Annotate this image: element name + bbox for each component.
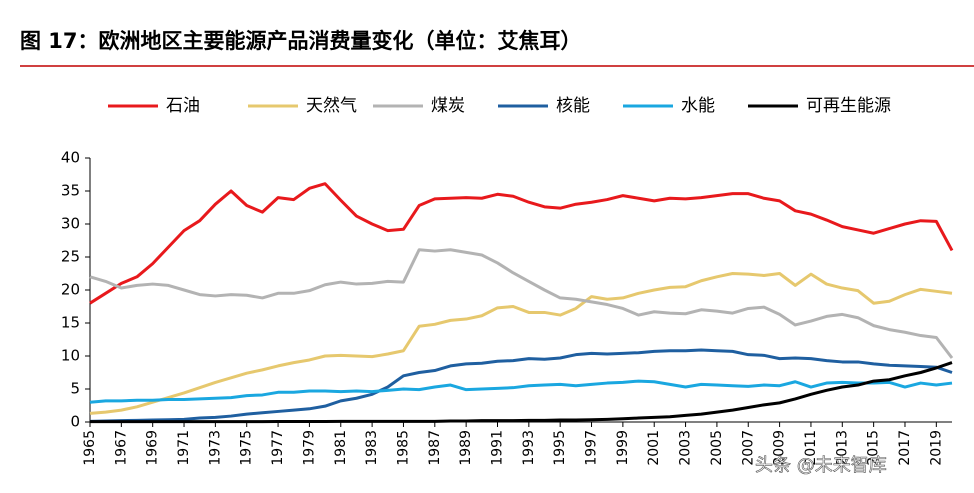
y-tick-label: 10 xyxy=(61,347,80,365)
x-tick-label: 1991 xyxy=(489,430,505,466)
legend-label: 天然气 xyxy=(306,96,357,116)
x-tick-label: 2005 xyxy=(709,430,725,466)
legend-label: 石油 xyxy=(166,96,200,116)
x-tick-label: 1967 xyxy=(113,430,129,466)
x-tick-label: 2011 xyxy=(803,430,819,466)
x-tick-label: 2013 xyxy=(834,430,850,466)
series-line xyxy=(90,361,953,424)
series-line xyxy=(89,272,953,415)
y-tick-label: 25 xyxy=(61,248,80,266)
x-tick-label: 2007 xyxy=(740,430,756,466)
x-tick-label: 1983 xyxy=(364,430,380,466)
x-tick-label: 2001 xyxy=(646,430,662,466)
x-tick-label: 1987 xyxy=(427,430,443,466)
x-tick-label: 1985 xyxy=(395,430,411,466)
series-line xyxy=(89,379,953,404)
x-tick-label: 1997 xyxy=(584,430,600,466)
series-line xyxy=(89,182,954,305)
y-tick-label: 35 xyxy=(61,182,80,200)
y-tick-label: 20 xyxy=(61,281,80,299)
x-tick-label: 1979 xyxy=(301,430,317,466)
chart-title: 图 17：欧洲地区主要能源产品消费量变化（单位：艾焦耳） xyxy=(20,29,582,53)
x-tick-label: 1965 xyxy=(82,430,98,466)
x-tick-label: 1995 xyxy=(552,430,568,466)
legend-label: 核能 xyxy=(556,96,590,116)
x-tick-label: 1981 xyxy=(333,430,349,466)
watermark: 头条 @未来智库 xyxy=(755,455,887,476)
x-tick-label: 2017 xyxy=(897,430,913,466)
x-tick-label: 1971 xyxy=(176,430,192,466)
x-tick-label: 2019 xyxy=(928,430,944,466)
x-tick-label: 1989 xyxy=(458,430,474,466)
x-tick-label: 1975 xyxy=(239,430,255,466)
legend-label: 煤炭 xyxy=(431,96,465,116)
series-line xyxy=(89,348,953,423)
y-tick-label: 0 xyxy=(70,413,80,431)
x-tick-label: 1973 xyxy=(207,430,223,466)
x-tick-label: 1993 xyxy=(521,430,537,466)
series-line xyxy=(89,248,954,359)
x-tick-label: 2009 xyxy=(772,430,788,466)
legend-label: 水能 xyxy=(681,96,715,116)
y-tick-label: 5 xyxy=(70,380,80,398)
x-tick-label: 1969 xyxy=(145,430,161,466)
legend-label: 可再生能源 xyxy=(806,96,891,116)
x-tick-label: 2015 xyxy=(866,430,882,466)
y-tick-label: 40 xyxy=(61,149,80,167)
x-tick-label: 2003 xyxy=(678,430,694,466)
x-tick-label: 1999 xyxy=(615,430,631,466)
y-tick-label: 30 xyxy=(61,215,80,233)
x-tick-label: 1977 xyxy=(270,430,286,466)
y-tick-label: 15 xyxy=(61,314,80,332)
